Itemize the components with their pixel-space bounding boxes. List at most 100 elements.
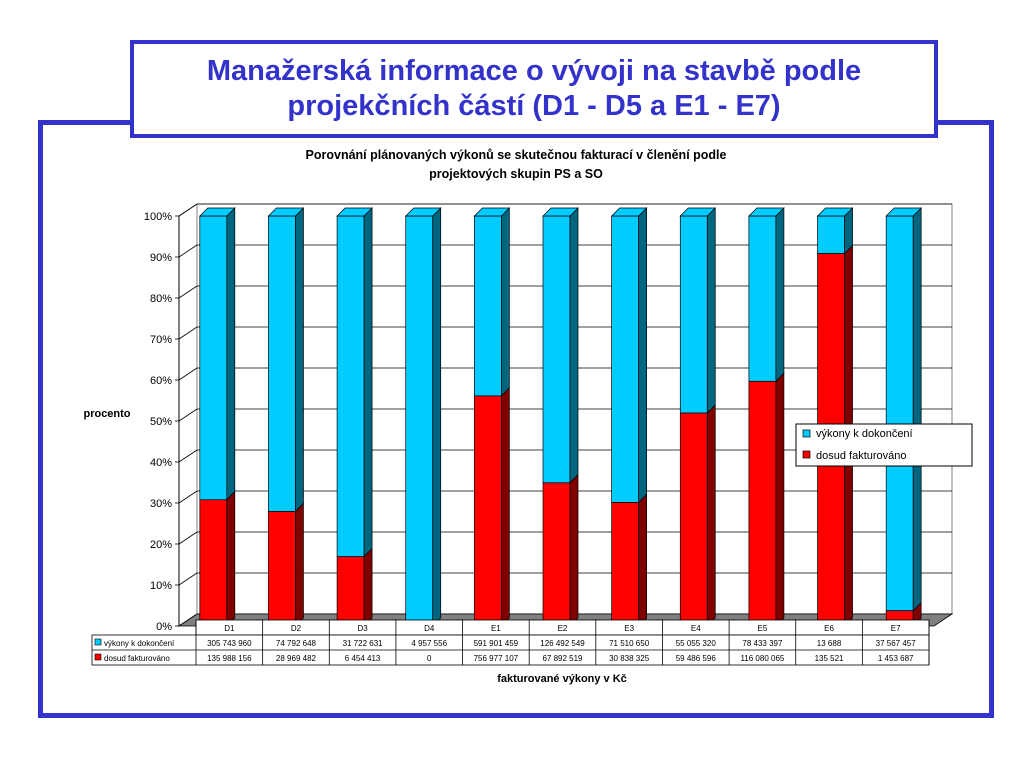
table-cell: 55 055 320 <box>676 639 717 648</box>
bar-upper-side <box>569 207 579 484</box>
bar-lower <box>542 482 571 627</box>
bar-lower <box>199 499 228 627</box>
table-category-label: D4 <box>424 624 435 633</box>
table-cell: 31 722 631 <box>343 639 384 648</box>
gridline-side <box>178 408 198 422</box>
table-category-label: D2 <box>291 624 302 633</box>
gridline-side <box>178 285 198 299</box>
y-tick-label: 40% <box>150 457 172 469</box>
table-cell: 0 <box>427 654 432 663</box>
bar-upper <box>268 215 296 512</box>
bar-upper-side <box>706 207 716 414</box>
bar-upper <box>885 215 914 612</box>
table-cell: 126 492 549 <box>540 639 585 648</box>
slide-title-line2: projekčních částí (D1 - D5 a E1 - E7) <box>287 90 781 122</box>
table-cell: 67 892 519 <box>542 654 583 663</box>
bar-upper-side <box>912 207 922 612</box>
bar-upper-side <box>295 207 304 513</box>
bar-top <box>198 207 236 217</box>
bar-lower-side <box>226 490 236 627</box>
y-tick-label: 30% <box>150 498 172 510</box>
bar-upper <box>679 215 708 414</box>
table-series-swatch <box>94 638 102 646</box>
bar-lower-side <box>501 387 510 627</box>
y-tick-label: 90% <box>150 252 172 264</box>
bar-upper-side <box>775 207 785 383</box>
bar-lower <box>268 511 296 627</box>
bar-top <box>748 207 785 217</box>
table-category-label: D3 <box>357 624 368 633</box>
bar-upper <box>199 215 228 501</box>
table-category-label: E5 <box>758 624 768 633</box>
bar-upper <box>817 215 845 254</box>
table-category-label: D1 <box>224 624 235 633</box>
bar-lower-side <box>363 547 373 627</box>
chart-title-line2: projektových skupin PS a SO <box>429 167 603 181</box>
bar-upper-side <box>226 207 236 501</box>
bar-upper-side <box>638 207 647 504</box>
table-category-label: E3 <box>624 624 634 633</box>
table-category-label: E6 <box>824 624 834 633</box>
bar-top <box>885 207 923 217</box>
gridline-side <box>178 244 198 258</box>
chart-title-line1: Porovnání plánovaných výkonů se skutečno… <box>306 148 727 162</box>
bar-top <box>610 207 648 217</box>
bar-top <box>473 207 511 217</box>
table-category-label: E4 <box>691 624 701 633</box>
bar-upper <box>405 215 434 627</box>
bar-top <box>267 207 305 217</box>
gridline-side <box>178 531 198 545</box>
legend: výkony k dokončení dosud fakturováno <box>795 423 973 467</box>
slide-title-line1: Manažerská informace o vývoji na stavbě … <box>206 55 862 87</box>
x-axis-label: fakturované výkony v Kč <box>497 673 627 685</box>
gridline-side <box>178 367 198 381</box>
table-cell: 591 901 459 <box>474 639 519 648</box>
y-tick-label: 60% <box>150 375 172 387</box>
gridline-side <box>178 203 198 217</box>
table-cell: 78 433 397 <box>742 639 783 648</box>
bar-top <box>542 207 579 217</box>
legend-swatch-lower <box>802 450 811 459</box>
bar-top <box>679 207 717 217</box>
bar-upper <box>336 215 365 558</box>
bar-upper-side <box>501 207 510 397</box>
bar-lower-side <box>775 372 785 627</box>
legend-swatch-upper <box>802 429 811 438</box>
table-cell: 71 510 650 <box>609 639 650 648</box>
table-category-label: E7 <box>891 624 901 633</box>
table-cell: 59 486 596 <box>676 654 717 663</box>
data-table: D1 D2 D3 D4 E1 E2 E3 E4 E5 E6 E7 výkony k dokončení… <box>91 619 930 666</box>
y-tick-label: 0% <box>156 621 172 633</box>
table-cell: 1 453 687 <box>878 654 914 663</box>
table-cell: 135 521 <box>815 654 844 663</box>
table-cell: 116 080 065 <box>740 654 784 663</box>
gridline-side <box>178 449 198 463</box>
title-box: Manažerská informace o vývoji na stavbě … <box>130 40 938 138</box>
y-tick-label: 50% <box>150 416 172 428</box>
bar-lower-side <box>706 404 716 627</box>
bar-upper-side <box>363 207 373 558</box>
y-tick-label: 100% <box>144 211 172 223</box>
bar-top <box>816 207 854 217</box>
table-category-label: E2 <box>558 624 568 633</box>
y-tick-label: 10% <box>150 580 172 592</box>
table-series-label: dosud fakturováno <box>104 654 170 663</box>
bar-lower-side <box>569 473 579 627</box>
gridline-side <box>178 490 198 504</box>
bar-top <box>404 207 442 217</box>
table-cell: 37 567 457 <box>876 639 917 648</box>
table-series-swatch <box>94 653 102 661</box>
y-tick-label: 70% <box>150 334 172 346</box>
table-series-label: výkony k dokončení <box>104 639 175 648</box>
slide-title: Manažerská informace o vývoji na stavbě … <box>207 54 861 124</box>
bar-upper-side <box>432 207 442 627</box>
table-cell: 74 792 648 <box>276 639 317 648</box>
gridline-side <box>178 326 198 340</box>
table-cell: 4 957 556 <box>411 639 447 648</box>
bar-upper <box>611 215 639 503</box>
legend-label-upper: výkony k dokončení <box>816 428 913 440</box>
table-category-label: E1 <box>491 624 501 633</box>
bar-upper <box>542 215 571 484</box>
table-cell: 13 688 <box>817 639 842 648</box>
